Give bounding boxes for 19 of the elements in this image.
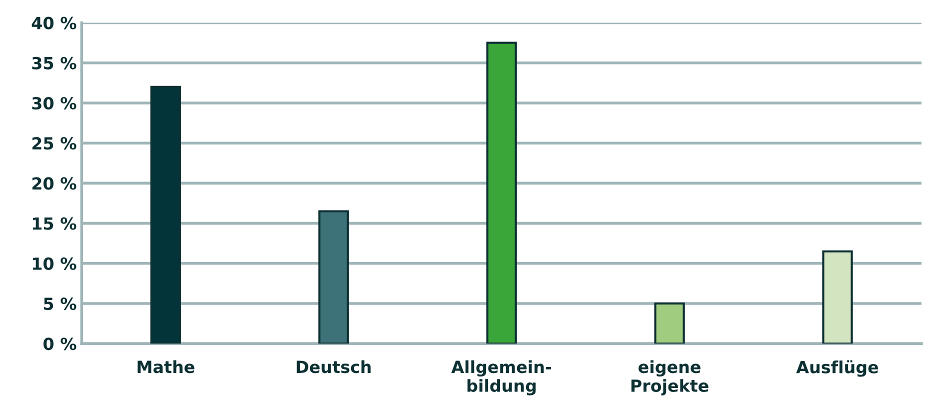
x-tick-label: Allgemein- bildung [451, 360, 552, 396]
y-tick-label: 0 % [44, 338, 76, 350]
bar [822, 250, 853, 344]
x-tick-label: Mathe [138, 360, 194, 374]
y-tick-label: 40 % [32, 16, 76, 30]
y-tick-label: 5 % [44, 297, 76, 310]
bar [654, 302, 685, 344]
y-tick-label: 25 % [32, 137, 76, 150]
y-tick-label: 30 % [32, 96, 76, 110]
y-tick-label: 15 % [32, 217, 76, 230]
y-tick-label: 10 % [32, 257, 76, 270]
bar [486, 42, 517, 344]
bar [150, 86, 181, 344]
x-tick-label: Deutsch [296, 360, 371, 374]
y-tick-label: 20 % [32, 177, 76, 190]
x-tick-label: eigene Projekte [631, 360, 708, 396]
y-tick-label: 35 % [32, 56, 76, 70]
x-tick-label: Ausflüge [796, 360, 878, 377]
bar [318, 210, 349, 344]
